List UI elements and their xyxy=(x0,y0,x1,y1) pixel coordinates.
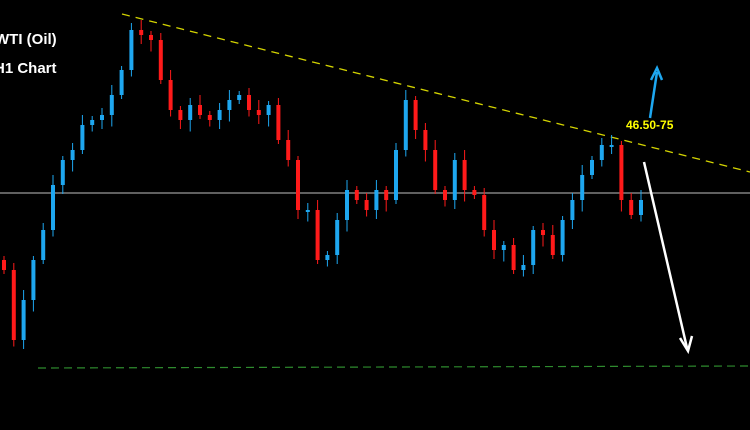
candle-body xyxy=(21,300,26,340)
candle-body xyxy=(354,190,359,200)
resistance-trendline xyxy=(121,13,750,173)
candle-body xyxy=(41,230,46,260)
candle-body xyxy=(227,100,232,110)
candle-body xyxy=(609,145,614,147)
candle-body xyxy=(521,265,526,270)
candle-body xyxy=(2,260,6,270)
candle-body xyxy=(433,150,438,190)
chart-subtitle: H1 Chart xyxy=(0,60,57,77)
candle-body xyxy=(492,230,496,250)
candle-body xyxy=(364,200,369,210)
candle-body xyxy=(119,70,124,95)
candle-body xyxy=(168,80,173,110)
candle-body xyxy=(482,195,487,230)
up-arrow-head xyxy=(649,64,664,81)
candle-body xyxy=(629,200,634,215)
candle-body xyxy=(541,230,545,235)
candle-body xyxy=(139,30,144,35)
candle-body xyxy=(188,105,193,120)
up-arrow-shaft xyxy=(648,71,659,119)
candle-body xyxy=(31,260,36,300)
candle-body xyxy=(315,210,320,260)
candle-body xyxy=(256,110,261,115)
candle-body xyxy=(80,125,85,150)
candle-body xyxy=(413,100,418,130)
candle-body xyxy=(462,160,467,190)
down-arrow-shaft xyxy=(642,161,689,349)
candle-body xyxy=(286,140,291,160)
chart-title: WTI (Oil) xyxy=(0,31,57,48)
target-label: 46.50-75 xyxy=(626,118,674,132)
candle-body xyxy=(580,175,585,200)
candle-body xyxy=(11,270,16,340)
candle-body xyxy=(70,150,75,160)
candle-body xyxy=(296,160,300,210)
candle-body xyxy=(60,160,65,185)
candle-body xyxy=(511,245,516,270)
candle-body xyxy=(90,120,95,125)
candle-body xyxy=(619,145,624,200)
candle-body xyxy=(276,105,281,140)
candle-body xyxy=(472,190,477,195)
candle-body xyxy=(247,95,251,110)
candle-body xyxy=(570,200,575,220)
candle-body xyxy=(345,190,349,220)
support-line xyxy=(37,365,750,369)
candle-body xyxy=(266,105,271,115)
candle-body xyxy=(129,30,134,70)
candle-body xyxy=(149,35,153,40)
candle-body xyxy=(158,40,163,80)
candle-body xyxy=(305,210,310,212)
candle-body xyxy=(599,145,604,160)
candle-body xyxy=(394,150,398,200)
candle-body xyxy=(325,255,330,260)
candle-body xyxy=(237,95,242,100)
candle-body xyxy=(100,115,104,120)
candle-body xyxy=(639,200,643,215)
candle-body xyxy=(403,100,408,150)
candle-body xyxy=(51,185,55,230)
candle-body xyxy=(374,190,379,210)
candle-body xyxy=(560,220,565,255)
candle-body xyxy=(335,220,340,255)
candle-body xyxy=(501,245,506,250)
candle-body xyxy=(452,160,457,200)
candle-body xyxy=(178,110,183,120)
candle-body xyxy=(443,190,447,200)
candle-body xyxy=(590,160,594,175)
candle-body xyxy=(198,105,202,115)
candle-body xyxy=(384,190,389,200)
down-arrow-head xyxy=(678,335,694,355)
candle-body xyxy=(531,230,536,265)
candle-body xyxy=(550,235,555,255)
candle-body xyxy=(217,110,222,120)
candle-body xyxy=(207,115,212,120)
candle-body xyxy=(109,95,114,115)
candle-body xyxy=(423,130,428,150)
